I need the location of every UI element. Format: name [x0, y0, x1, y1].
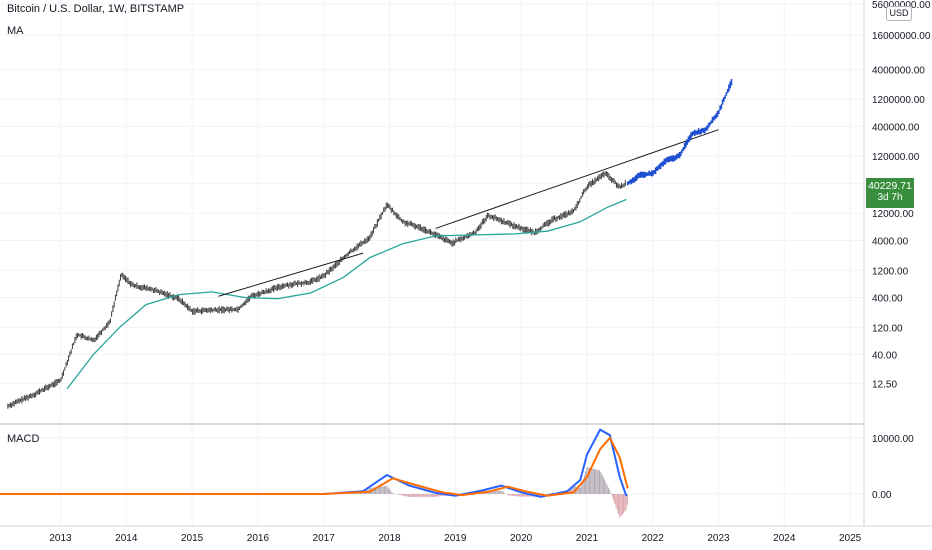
price-gridlines	[0, 0, 864, 526]
chart-title[interactable]: Bitcoin / U.S. Dollar, 1W, BITSTAMP	[7, 3, 185, 15]
macd-legend-label[interactable]: MACD	[7, 433, 40, 445]
price-axis-labels: 56000000.00 16000000.00 4000000.00 1200000.…	[872, 0, 931, 390]
price-tick-label: 40.00	[872, 350, 897, 361]
macd-tick-label: 0.00	[872, 490, 892, 501]
time-axis-labels: 2013 2014 2015 2016 2017 2018 2019 2020 2021 2022…	[49, 533, 861, 544]
trendline	[435, 129, 719, 229]
moving-average-series	[66, 198, 627, 390]
ma-legend-label[interactable]: MA	[7, 25, 24, 37]
time-tick-label: 2015	[181, 533, 204, 544]
price-tick-label: 12.50	[872, 379, 897, 390]
price-tick-label: 1200000.00	[872, 95, 925, 106]
time-tick-label: 2019	[444, 533, 467, 544]
time-tick-label: 2014	[115, 533, 138, 544]
price-tick-label: 16000000.00	[872, 31, 931, 42]
price-tick-label: 4000.00	[872, 236, 909, 247]
macd-tick-label: 10000.00	[872, 434, 914, 445]
price-tick-label: 4000000.00	[872, 65, 925, 76]
price-tick-label: 400000.00	[872, 122, 920, 133]
time-tick-label: 2017	[313, 533, 336, 544]
trendline	[218, 252, 364, 297]
price-tick-label: 400.00	[872, 293, 903, 304]
macd-gridlines	[0, 437, 864, 495]
projection-series	[626, 78, 733, 186]
macd-lines	[0, 428, 629, 498]
time-tick-label: 2023	[707, 533, 730, 544]
price-candles	[7, 171, 626, 409]
time-tick-label: 2022	[642, 533, 665, 544]
time-tick-label: 2018	[378, 533, 401, 544]
last-price-tag: 40229.71 3d 7h	[866, 178, 914, 208]
time-tick-label: 2013	[49, 533, 72, 544]
time-tick-label: 2020	[510, 533, 533, 544]
time-tick-label: 2021	[576, 533, 599, 544]
currency-button[interactable]: USD	[886, 6, 912, 21]
signal-line	[0, 436, 629, 497]
macd-axis-labels: 10000.00 0.00	[872, 434, 914, 501]
time-tick-label: 2025	[839, 533, 862, 544]
last-price-value: 40229.71	[868, 180, 912, 192]
price-tick-label: 120.00	[872, 323, 903, 334]
price-tick-label: 1200.00	[872, 266, 909, 277]
time-tick-label: 2024	[773, 533, 796, 544]
price-tick-label: 120000.00	[872, 152, 920, 163]
time-tick-label: 2016	[247, 533, 270, 544]
macd-line	[0, 428, 628, 498]
price-tick-label: 12000.00	[872, 209, 914, 220]
ma-line	[66, 198, 627, 390]
bar-countdown: 3d 7h	[877, 192, 903, 203]
trendlines	[218, 129, 719, 297]
price-tick-label: 56000000.00	[872, 0, 931, 11]
